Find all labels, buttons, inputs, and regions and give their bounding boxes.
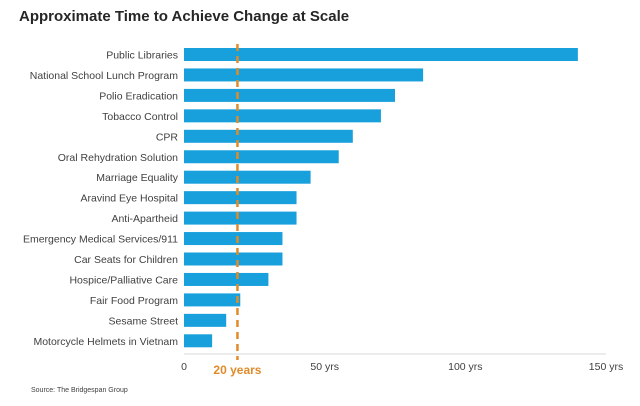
category-label: Motorcycle Helmets in Vietnam xyxy=(33,336,178,348)
x-tick-label: 100 yrs xyxy=(448,361,482,373)
category-label: Sesame Street xyxy=(109,315,179,327)
bar xyxy=(184,109,381,123)
bar xyxy=(184,334,213,348)
x-tick-label: 0 xyxy=(181,361,187,373)
category-label: Polio Eradication xyxy=(99,90,178,102)
category-label: Hospice/Palliative Care xyxy=(69,274,178,286)
category-label: Aravind Eye Hospital xyxy=(81,193,178,205)
chart-title: Approximate Time to Achieve Change at Sc… xyxy=(19,8,350,25)
bar xyxy=(184,170,311,184)
x-tick-label: 150 yrs xyxy=(589,361,623,373)
category-label: Fair Food Program xyxy=(90,295,178,307)
twenty-years-label: 20 years xyxy=(213,363,261,377)
bar xyxy=(184,211,297,225)
bars-layer xyxy=(184,48,578,348)
category-label: Marriage Equality xyxy=(96,172,178,184)
bar xyxy=(184,88,395,102)
bar xyxy=(184,48,578,61)
bar xyxy=(184,232,283,246)
category-label: Oral Rehydration Solution xyxy=(58,152,178,164)
bar xyxy=(184,129,353,143)
bar xyxy=(184,293,241,307)
bar xyxy=(184,191,297,205)
category-label: CPR xyxy=(156,131,179,143)
category-label: Car Seats for Children xyxy=(74,254,178,266)
category-label: Anti-Apartheid xyxy=(111,213,178,225)
category-label: Tobacco Control xyxy=(102,111,178,123)
category-label: National School Lunch Program xyxy=(30,70,179,82)
category-label: Public Libraries xyxy=(106,50,178,62)
x-ticks-layer: 0 50 yrs 100 yrs 150 yrs xyxy=(181,361,623,373)
bar xyxy=(184,252,283,266)
bar xyxy=(184,150,339,164)
category-labels-layer: Public Libraries National School Lunch Pr… xyxy=(23,50,179,348)
source-note: Source: The Bridgespan Group xyxy=(31,387,128,394)
x-tick-label: 50 yrs xyxy=(310,361,339,373)
bar xyxy=(184,272,269,286)
category-label: Emergency Medical Services/911 xyxy=(23,234,178,246)
bar xyxy=(184,68,424,82)
bar xyxy=(184,313,227,327)
